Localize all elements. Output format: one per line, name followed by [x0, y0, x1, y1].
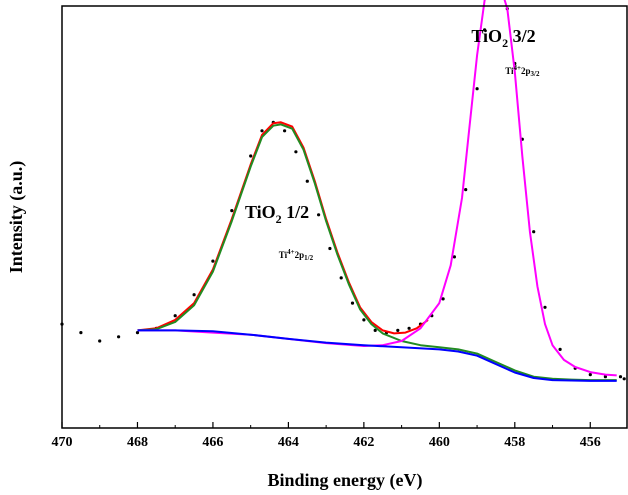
data-point	[211, 259, 215, 263]
data-point	[305, 179, 309, 183]
y-axis-label: Intensity (a.u.)	[6, 161, 27, 274]
data-point	[464, 188, 468, 192]
data-point	[192, 293, 196, 297]
data-point	[283, 129, 287, 133]
x-tick-label: 468	[127, 435, 148, 450]
data-point	[475, 87, 479, 91]
data-point	[135, 331, 140, 335]
data-point	[373, 328, 377, 332]
x-tick-label: 456	[580, 435, 601, 450]
data-point	[622, 377, 626, 381]
data-point	[230, 209, 234, 213]
data-point	[603, 375, 608, 379]
data-point	[117, 335, 121, 339]
peak-label: TiO2 1/2	[245, 202, 309, 226]
series-line-component-3-2	[137, 0, 617, 377]
x-tick-label: 466	[202, 435, 223, 450]
x-tick-label: 462	[353, 435, 374, 450]
data-point	[441, 297, 445, 301]
x-tick-label: 460	[429, 435, 450, 450]
data-point	[173, 314, 177, 318]
data-point	[294, 150, 298, 154]
series-line-envelope	[137, 121, 429, 335]
series-line-background	[137, 329, 617, 382]
data-point	[350, 301, 355, 305]
data-point	[249, 154, 253, 158]
x-tick-label: 464	[278, 435, 299, 450]
data-point	[618, 375, 623, 379]
measured-data-points	[60, 7, 626, 381]
x-axis-label: Binding energy (eV)	[268, 470, 423, 491]
data-point	[543, 305, 547, 309]
peak-label: TiO2 3/2	[471, 26, 535, 50]
data-point	[452, 255, 456, 259]
data-point	[483, 28, 487, 32]
peak-sublabel: Ti4+2p3/2	[505, 64, 540, 78]
data-point	[588, 373, 592, 377]
data-point	[260, 129, 264, 133]
x-tick-label: 458	[504, 435, 525, 450]
data-point	[317, 213, 321, 217]
data-point	[339, 276, 343, 280]
data-point	[558, 347, 562, 351]
x-tick-label: 470	[52, 435, 73, 450]
series-line-component-1-2	[137, 123, 617, 382]
data-point	[532, 230, 536, 234]
data-point	[79, 331, 83, 335]
annotations: TiO2 1/2 Ti4+2p1/2 TiO2 3/2 Ti4+2p3/2	[245, 26, 540, 262]
data-point	[362, 318, 366, 322]
data-point	[98, 339, 102, 343]
x-axis-ticks: 470 468 466 464 462 460 458 456	[52, 422, 601, 450]
data-point	[407, 326, 411, 330]
peak-sublabel: Ti4+2p1/2	[279, 248, 314, 262]
data-point	[396, 328, 400, 332]
plot-frame	[61, 5, 628, 429]
data-point	[328, 246, 332, 251]
